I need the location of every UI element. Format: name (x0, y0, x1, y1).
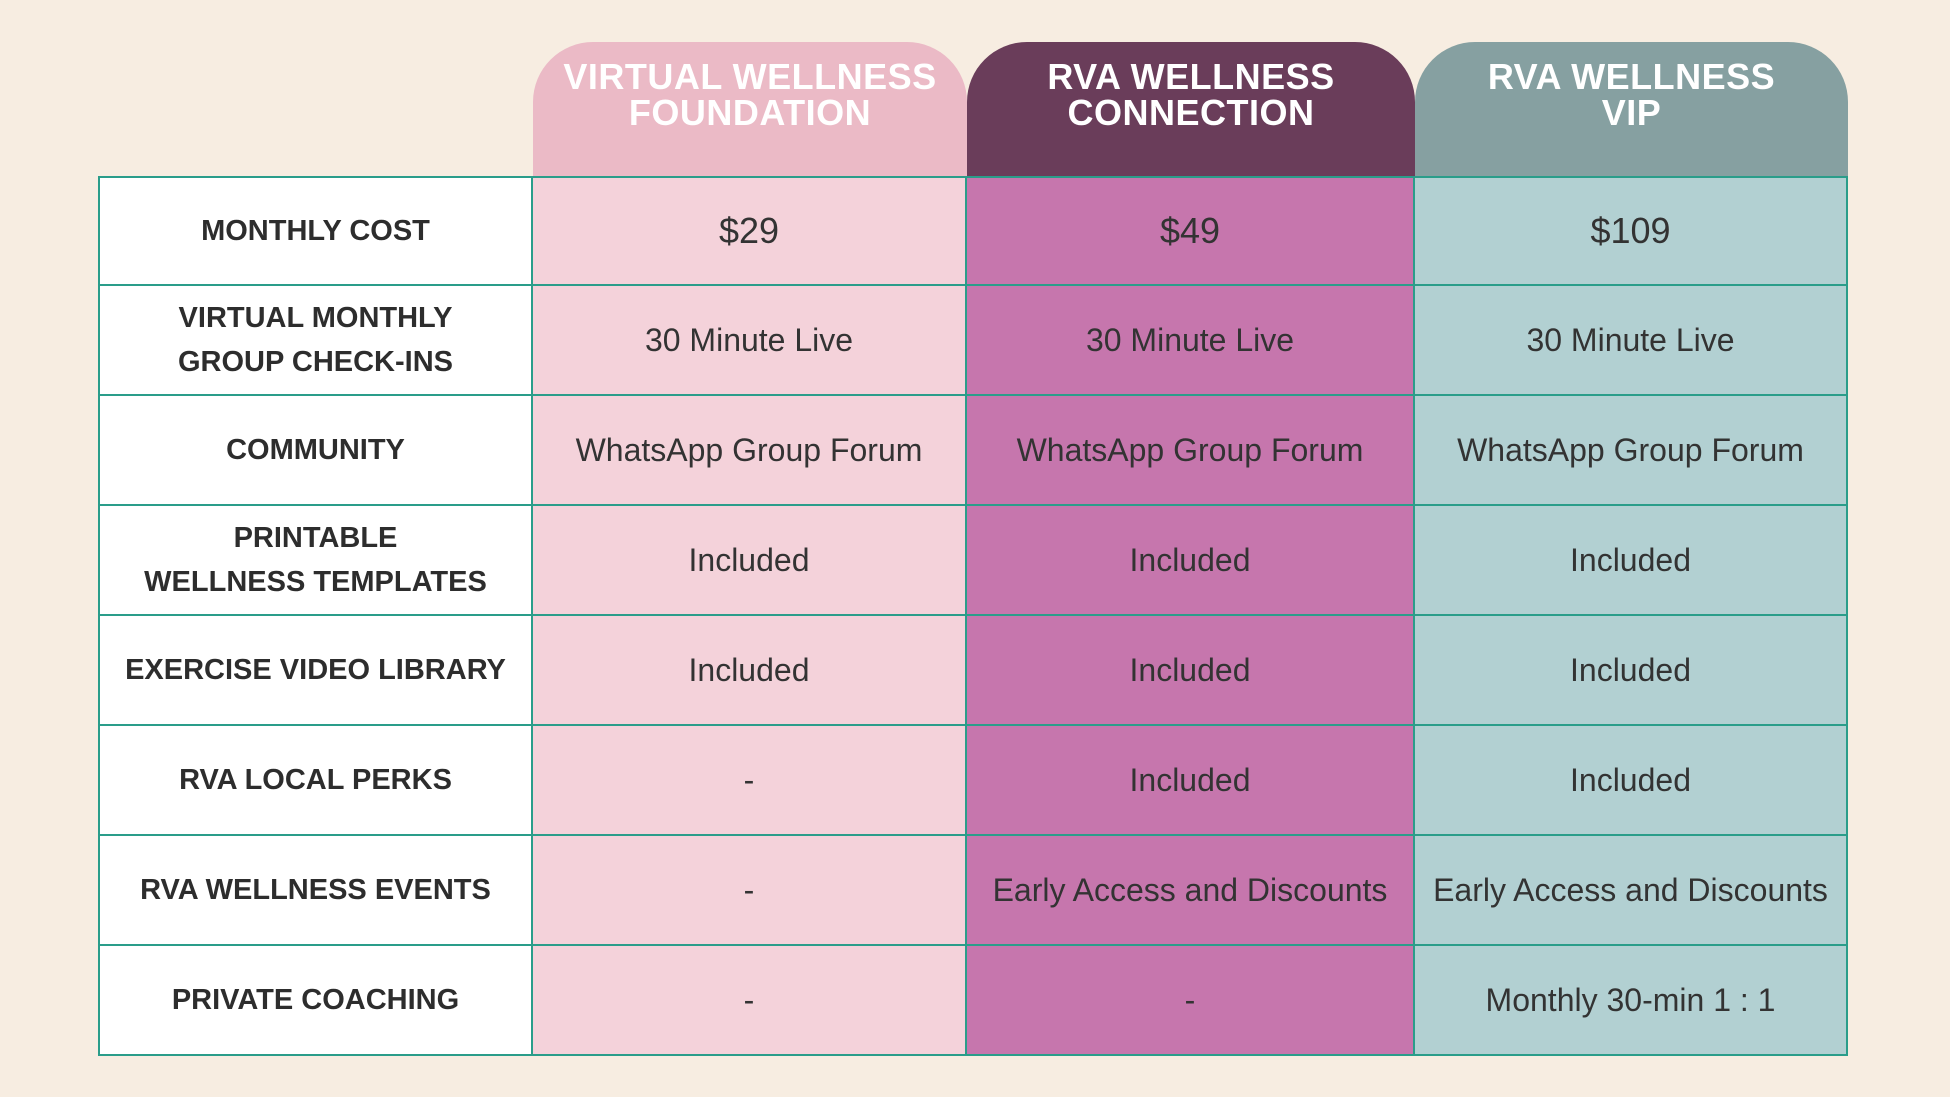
cell-foundation-exercise-video-library: Included (533, 616, 967, 726)
cell-connection-monthly-cost: $49 (967, 176, 1415, 286)
cell-connection-private-coaching: - (967, 946, 1415, 1056)
plan-header-vip: RVA WELLNESS VIP (1415, 42, 1848, 176)
row-label-local-perks: RVA LOCAL PERKS (98, 726, 533, 836)
row-label-wellness-events: RVA WELLNESS EVENTS (98, 836, 533, 946)
cell-vip-printable-templates: Included (1415, 506, 1848, 616)
row-label-exercise-video-library: EXERCISE VIDEO LIBRARY (98, 616, 533, 726)
cell-connection-printable-templates: Included (967, 506, 1415, 616)
row-label-group-check-ins: VIRTUAL MONTHLY GROUP CHECK-INS (98, 286, 533, 396)
cell-vip-monthly-cost: $109 (1415, 176, 1848, 286)
cell-vip-exercise-video-library: Included (1415, 616, 1848, 726)
cell-vip-private-coaching: Monthly 30-min 1 : 1 (1415, 946, 1848, 1056)
cell-connection-group-check-ins: 30 Minute Live (967, 286, 1415, 396)
cell-foundation-local-perks: - (533, 726, 967, 836)
cell-connection-wellness-events: Early Access and Discounts (967, 836, 1415, 946)
row-label-printable-templates: PRINTABLE WELLNESS TEMPLATES (98, 506, 533, 616)
row-label-private-coaching: PRIVATE COACHING (98, 946, 533, 1056)
cell-foundation-group-check-ins: 30 Minute Live (533, 286, 967, 396)
cell-foundation-private-coaching: - (533, 946, 967, 1056)
cell-foundation-monthly-cost: $29 (533, 176, 967, 286)
cell-connection-local-perks: Included (967, 726, 1415, 836)
cell-vip-community: WhatsApp Group Forum (1415, 396, 1848, 506)
row-label-community: COMMUNITY (98, 396, 533, 506)
plan-header-connection: RVA WELLNESS CONNECTION (967, 42, 1415, 176)
cell-vip-group-check-ins: 30 Minute Live (1415, 286, 1848, 396)
corner-spacer (98, 42, 533, 176)
pricing-comparison-table: VIRTUAL WELLNESS FOUNDATION RVA WELLNESS… (98, 42, 1848, 1056)
cell-vip-wellness-events: Early Access and Discounts (1415, 836, 1848, 946)
cell-foundation-wellness-events: - (533, 836, 967, 946)
cell-connection-exercise-video-library: Included (967, 616, 1415, 726)
cell-vip-local-perks: Included (1415, 726, 1848, 836)
cell-connection-community: WhatsApp Group Forum (967, 396, 1415, 506)
cell-foundation-printable-templates: Included (533, 506, 967, 616)
cell-foundation-community: WhatsApp Group Forum (533, 396, 967, 506)
row-label-monthly-cost: MONTHLY COST (98, 176, 533, 286)
plan-header-foundation: VIRTUAL WELLNESS FOUNDATION (533, 42, 967, 176)
